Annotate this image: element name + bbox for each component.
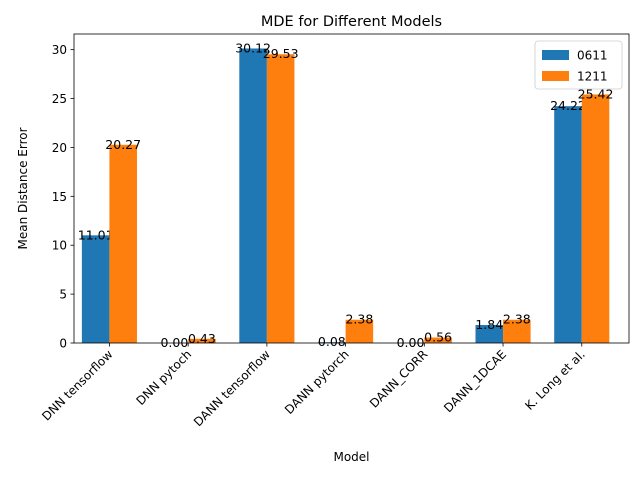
data-label-0611-5: 1.84 <box>475 317 503 332</box>
bar-1211-5 <box>503 319 531 343</box>
y-tick-label: 10 <box>52 239 67 253</box>
plot-area: 11.01 0.00 30.12 0.08 0.00 1.84 24.22 20.27 0.43… <box>73 33 630 350</box>
data-label-0611-6: 24.22 <box>550 98 586 113</box>
legend-label-0611: 0611 <box>577 49 608 63</box>
data-label-1211-2: 29.53 <box>263 46 299 61</box>
data-label-1211-5: 2.38 <box>503 312 531 327</box>
data-label-0611-3: 0.08 <box>318 334 346 349</box>
y-axis: 0 5 10 15 20 25 30 <box>52 43 74 351</box>
y-tick-label: 5 <box>59 288 67 302</box>
legend-swatch-1211 <box>542 71 569 81</box>
data-label-0611-1: 0.00 <box>160 335 188 350</box>
bar-1211-2 <box>266 54 295 343</box>
bar-0611-5 <box>475 325 504 343</box>
data-label-1211-3: 2.38 <box>345 312 373 327</box>
legend-label-1211: 1211 <box>577 70 608 84</box>
bar-1211-6 <box>581 94 610 343</box>
y-axis-label: Mean Distance Error <box>16 127 30 249</box>
y-tick-label: 30 <box>52 43 67 57</box>
y-tick-label: 15 <box>52 190 67 204</box>
y-tick-label: 0 <box>59 337 67 351</box>
data-label-0611-0: 11.01 <box>78 227 114 242</box>
data-label-1211-4: 0.56 <box>424 330 452 345</box>
chart-title: MDE for Different Models <box>261 14 442 30</box>
x-axis-label: Model <box>333 450 369 464</box>
data-label-0611-4: 0.00 <box>397 335 425 350</box>
data-label-1211-1: 0.43 <box>188 331 216 346</box>
bar-1211-4 <box>424 337 452 343</box>
bar-0611-2 <box>239 48 267 343</box>
y-tick-label: 20 <box>52 141 67 155</box>
bar-1211-3 <box>345 319 374 343</box>
y-tick-label: 25 <box>52 92 67 106</box>
bar-1211-1 <box>188 338 216 343</box>
data-label-1211-0: 20.27 <box>105 137 141 152</box>
bar-1211-0 <box>109 144 137 343</box>
legend: 0611 1211 <box>534 40 623 90</box>
data-label-1211-6: 25.42 <box>578 86 614 101</box>
plot-frame <box>73 33 630 344</box>
bar-0611-0 <box>81 235 110 343</box>
bar-0611-6 <box>554 106 582 343</box>
data-label-0611-2: 30.12 <box>235 40 271 55</box>
legend-swatch-0611 <box>542 50 569 60</box>
